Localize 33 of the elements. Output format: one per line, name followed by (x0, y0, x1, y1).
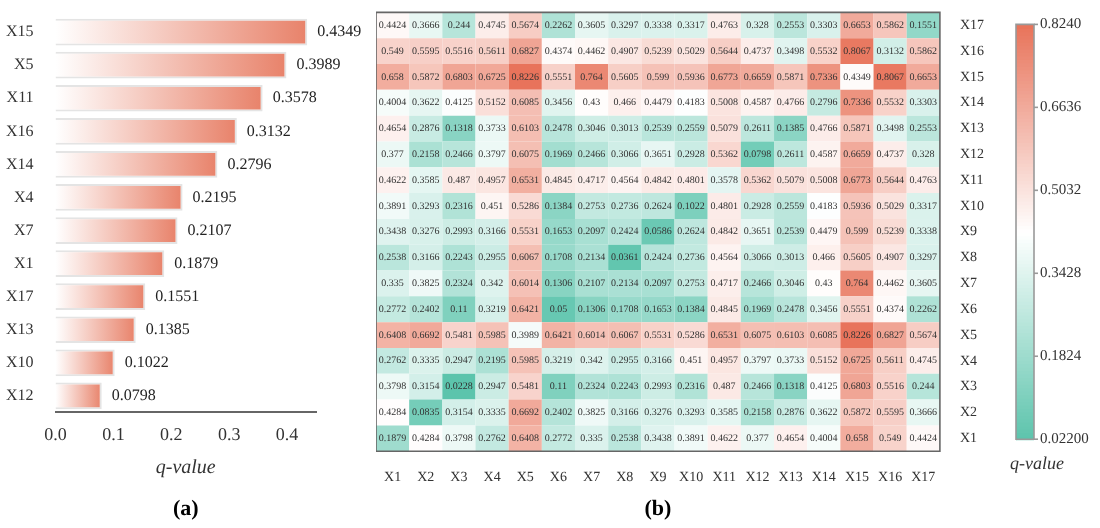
y-tick-label: X15 (5, 22, 34, 41)
data-label: 0.3989 (296, 55, 341, 74)
y-tick-label: X10 (5, 352, 34, 371)
y-tick-label: X17 (5, 286, 34, 305)
data-label: 0.1551 (155, 286, 200, 305)
data-label: 0.2195 (192, 187, 237, 206)
y-tick-label: X4 (13, 187, 34, 206)
data-label: 0.1879 (174, 253, 219, 272)
text: (b) (644, 496, 673, 521)
y-tick-label: X12 (5, 386, 34, 405)
x-tick-label: 0.2 (160, 423, 183, 444)
data-label: 0.1385 (145, 319, 190, 338)
data-label: 0.2107 (187, 220, 232, 239)
text: (a) (172, 496, 200, 521)
y-tick-label: X11 (6, 88, 34, 107)
x-tick-label: 0.4 (275, 423, 300, 444)
data-label: 0.2796 (227, 154, 272, 173)
data-label: 0.3132 (246, 121, 291, 140)
x-tick-label: 0.3 (217, 423, 242, 444)
y-tick-label: X1 (13, 253, 34, 272)
y-tick-label: X7 (13, 220, 34, 239)
data-label: 0.3578 (272, 88, 317, 107)
y-tick-label: X5 (13, 55, 34, 74)
y-tick-label: X16 (5, 121, 34, 140)
x-tick-label: 0.0 (44, 423, 68, 444)
y-tick-label: X13 (5, 319, 34, 338)
color-bar-title: q-value (1010, 452, 1064, 473)
data-label: 0.0798 (111, 386, 156, 405)
x-axis-title: q-value (155, 457, 217, 480)
data-label: 0.4349 (317, 22, 362, 41)
data-label: 0.1022 (124, 352, 169, 371)
x-tick-label: 0.1 (102, 423, 125, 444)
y-tick-label: X14 (5, 154, 34, 173)
